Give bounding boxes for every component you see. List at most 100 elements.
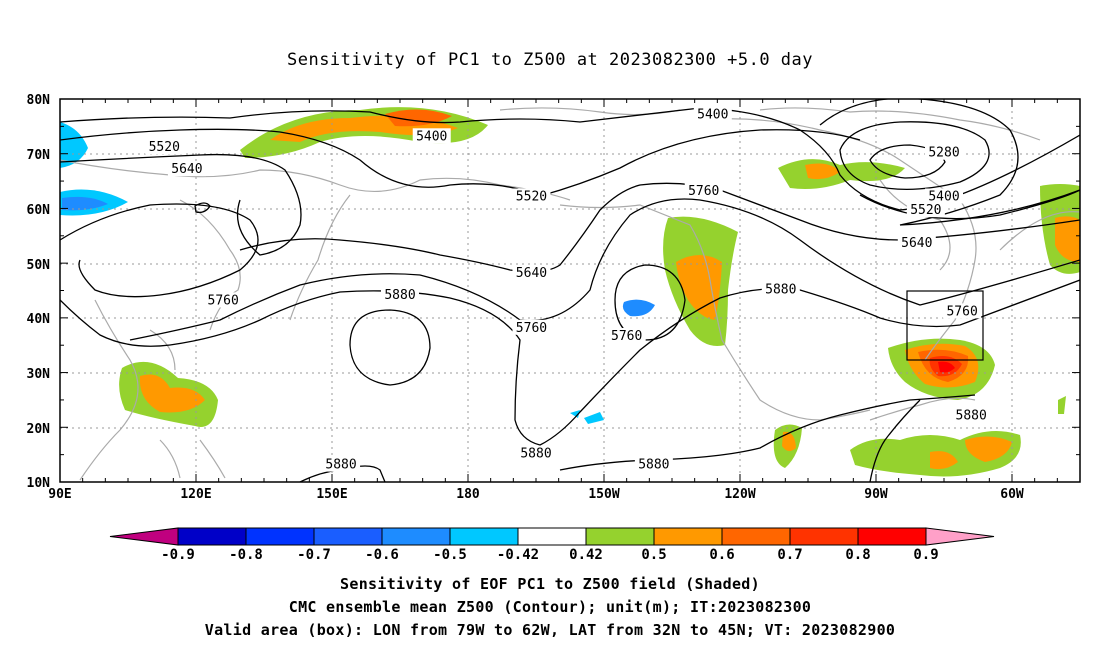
contour-label: 5760 xyxy=(208,293,239,308)
contour-label-bg xyxy=(925,144,963,160)
colorbar-label: -0.5 xyxy=(433,547,467,563)
lat-tick-label: 40N xyxy=(27,312,51,327)
contour-5640-west xyxy=(60,153,302,256)
contour-pacific-high xyxy=(349,309,431,386)
colorbar-label: -0.7 xyxy=(297,547,331,563)
colorbar-label: -0.6 xyxy=(365,547,399,563)
contour-label: 5640 xyxy=(901,236,932,251)
lat-tick-label: 80N xyxy=(27,93,51,108)
lon-tick-label: 90W xyxy=(864,487,888,502)
lon-tick-label: 90E xyxy=(48,487,71,502)
contour-label-bg xyxy=(684,183,723,199)
colorbar-swatch xyxy=(585,527,655,546)
lat-tick-label: 60N xyxy=(27,203,51,218)
colorbar-swatch xyxy=(721,527,791,546)
colorbar-swatch xyxy=(653,527,723,546)
contour-label: 5520 xyxy=(910,203,941,218)
colorbar-swatch xyxy=(857,527,927,546)
contour-5280-low xyxy=(839,121,990,190)
lat-tick-label: 30N xyxy=(27,367,51,382)
contour-label: 5400 xyxy=(416,129,447,144)
contour-label-bg xyxy=(381,286,419,302)
colorbar-swatch xyxy=(517,527,587,546)
colorbar: -0.9 -0.8 -0.7 -0.6 -0.5 -0.42 0.42 0.5 0.6 0.7 0.… xyxy=(109,527,995,563)
contour-label: 5880 xyxy=(765,283,796,298)
colorbar-label: -0.8 xyxy=(229,547,263,563)
lon-tick-label: 120W xyxy=(724,487,755,502)
caption-shaded: Sensitivity of EOF PC1 to Z500 field (Sh… xyxy=(340,575,760,593)
lon-axis: 90E 120E 150E 180 150W 120W 90W 60W xyxy=(48,487,1024,502)
colorbar-label: 0.6 xyxy=(709,547,734,563)
contour-label-bg xyxy=(952,407,991,423)
contour-label-bg xyxy=(512,188,551,204)
colorbar-label: -0.9 xyxy=(161,547,195,563)
contour-label: 5400 xyxy=(928,189,959,204)
lat-tick-label: 20N xyxy=(27,422,51,437)
contour-label-bg xyxy=(167,161,206,177)
contour-label: 5400 xyxy=(697,107,728,122)
contour-label: 5880 xyxy=(520,447,551,462)
colorbar-label: -0.42 xyxy=(497,547,539,563)
colorbar-swatch xyxy=(109,527,179,546)
contour-label: 5640 xyxy=(516,266,547,281)
contour-label-bg xyxy=(512,265,551,281)
contour-label: 5880 xyxy=(956,408,987,423)
contour-label-bg xyxy=(512,319,551,335)
contour-label-bg xyxy=(761,281,800,297)
caption-contour: CMC ensemble mean Z500 (Contour); unit(m… xyxy=(288,598,812,616)
lon-tick-label: 150W xyxy=(588,487,619,502)
contour-label-bg xyxy=(693,106,732,122)
colorbar-swatch xyxy=(245,527,315,546)
contour-label-bg xyxy=(517,445,555,461)
page-title: Sensitivity of PC1 to Z500 at 2023082300… xyxy=(286,50,813,70)
colorbar-label: 0.7 xyxy=(777,547,802,563)
contour-5520-west xyxy=(60,128,861,197)
colorbar-swatch xyxy=(381,527,451,546)
contour-label-bg xyxy=(322,456,361,472)
lat-tick-label: 50N xyxy=(27,258,51,273)
axis-ticks xyxy=(59,98,1081,483)
lon-tick-label: 180 xyxy=(456,487,480,502)
contour-label: 5880 xyxy=(384,288,415,303)
contour-label: 5760 xyxy=(688,184,719,199)
contour-5400-arctic xyxy=(60,107,701,124)
colorbar-swatch xyxy=(925,527,995,546)
contour-label-bg xyxy=(906,202,945,218)
contour-label: 5880 xyxy=(325,458,356,473)
colorbar-label: 0.5 xyxy=(641,547,666,563)
contour-label: 5520 xyxy=(516,189,547,204)
shade-negative-arctic xyxy=(60,122,88,168)
valid-area-box xyxy=(906,290,984,361)
lat-tick-label: 10N xyxy=(27,476,51,491)
contour-label: 5760 xyxy=(946,304,977,319)
contour-label-bg xyxy=(204,292,243,308)
lon-tick-label: 60W xyxy=(1000,487,1024,502)
contour-label-bg xyxy=(943,303,982,319)
contour-5760-central xyxy=(129,198,1080,341)
lon-tick-label: 150E xyxy=(316,487,347,502)
contour-label: 5520 xyxy=(149,140,180,155)
shade-negative-pacific-low xyxy=(622,299,655,317)
gridlines xyxy=(60,99,1080,482)
colorbar-label: 0.42 xyxy=(569,547,603,563)
colorbar-label: 0.9 xyxy=(913,547,938,563)
colorbar-label: 0.8 xyxy=(845,547,870,563)
contour-label: 5280 xyxy=(928,146,959,161)
lat-axis: 80N 70N 60N 50N 40N 30N 20N 10N xyxy=(27,93,51,491)
contour-label-bg xyxy=(412,128,451,144)
contour-label-bg xyxy=(897,234,936,250)
contour-label: 5760 xyxy=(611,329,642,344)
contour-label-bg xyxy=(925,188,963,204)
lon-tick-label: 120E xyxy=(180,487,211,502)
colorbar-swatch xyxy=(449,527,519,546)
contour-label: 5880 xyxy=(638,458,669,473)
contour-5640-central xyxy=(239,182,1080,273)
caption-valid-area: Valid area (box): LON from 79W to 62W, L… xyxy=(204,621,896,639)
contour-label-bg xyxy=(607,328,646,344)
contour-5760-west xyxy=(60,203,259,298)
contour-label-bg xyxy=(145,139,184,155)
colorbar-swatch xyxy=(177,527,247,546)
contour-label: 5760 xyxy=(516,321,547,336)
